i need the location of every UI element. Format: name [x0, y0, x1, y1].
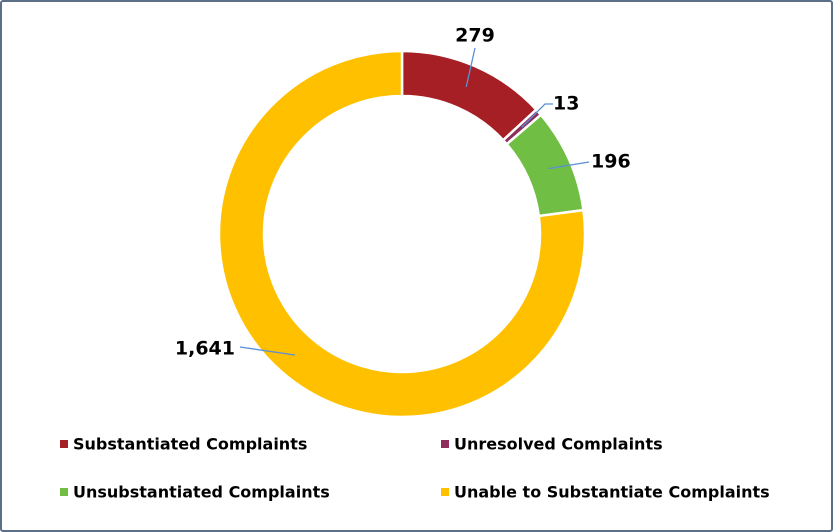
donut-slice	[217, 49, 587, 419]
legend-label: Unsubstantiated Complaints	[73, 483, 330, 502]
data-label: 1,641	[175, 338, 235, 360]
data-label: 279	[455, 25, 495, 47]
leader-line	[521, 103, 553, 128]
leader-line	[465, 47, 476, 88]
leader-line	[548, 161, 590, 170]
legend-swatch	[60, 440, 68, 448]
legend-swatch	[60, 488, 68, 496]
data-label: 13	[553, 93, 579, 115]
leader-line	[239, 346, 296, 356]
legend-label: Unable to Substantiate Complaints	[454, 483, 770, 502]
legend-label: Substantiated Complaints	[73, 435, 307, 454]
data-label: 196	[591, 151, 631, 173]
legend-swatch	[441, 488, 449, 496]
legend-swatch	[441, 440, 449, 448]
legend-label: Unresolved Complaints	[454, 435, 663, 454]
